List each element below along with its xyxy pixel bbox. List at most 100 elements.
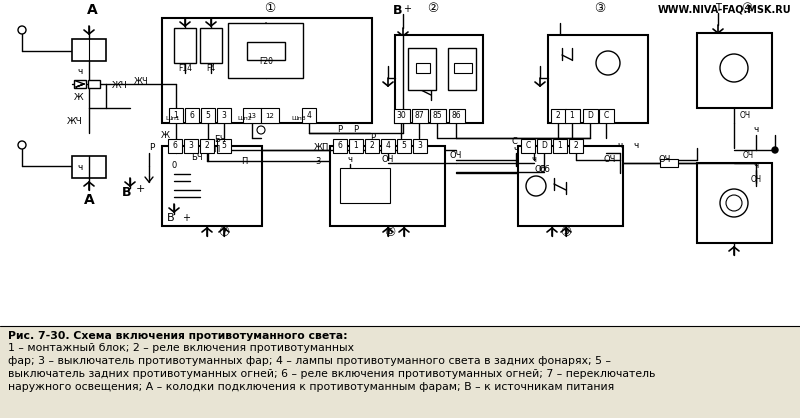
Bar [395, 35, 483, 123]
Text: ОЧ: ОЧ [740, 112, 751, 120]
Text: БЧ: БЧ [214, 135, 226, 145]
Text: ч: ч [634, 142, 638, 150]
Bar [697, 163, 772, 243]
Bar [553, 139, 567, 153]
Bar [381, 139, 395, 153]
Bar [217, 139, 231, 153]
Bar [548, 35, 648, 123]
Text: Ж: Ж [74, 94, 83, 102]
Text: Шп1: Шп1 [165, 115, 180, 120]
Text: F20: F20 [259, 58, 273, 66]
Circle shape [726, 195, 742, 211]
Text: П: П [241, 156, 247, 166]
Bar [333, 139, 347, 153]
Bar [697, 33, 772, 108]
Text: 86: 86 [451, 112, 461, 120]
Text: F4: F4 [206, 64, 216, 73]
Bar [162, 146, 262, 226]
Text: П: П [214, 145, 220, 155]
Text: ⑦: ⑦ [218, 225, 230, 239]
Bar [174, 28, 196, 63]
Text: Шп3: Шп3 [291, 115, 306, 120]
Bar [660, 159, 678, 167]
Text: ОЧ: ОЧ [659, 155, 671, 165]
Bar [551, 109, 566, 123]
Text: ЖЧ: ЖЧ [67, 117, 83, 125]
Text: ЖЧ: ЖЧ [112, 81, 128, 89]
Text: 85: 85 [432, 112, 442, 120]
Text: ④: ④ [742, 2, 753, 15]
Bar [217, 108, 231, 123]
Text: А: А [86, 3, 98, 17]
Text: 4: 4 [386, 142, 390, 150]
Bar [397, 139, 411, 153]
Circle shape [18, 141, 26, 149]
Bar [200, 139, 214, 153]
Bar [243, 108, 261, 123]
Text: Р: Р [370, 133, 375, 143]
Bar [599, 109, 614, 123]
Text: 6: 6 [190, 112, 194, 120]
Text: 5: 5 [222, 142, 226, 150]
Text: 1: 1 [558, 142, 562, 150]
Bar [162, 18, 372, 123]
Text: C: C [526, 142, 530, 150]
Text: +: + [136, 184, 146, 194]
Text: 1: 1 [570, 112, 574, 120]
Text: В: В [167, 213, 174, 223]
Text: В: В [394, 3, 402, 16]
Text: В: В [122, 186, 131, 199]
Circle shape [720, 54, 748, 82]
Text: Ж: Ж [161, 132, 170, 140]
Bar [228, 23, 303, 78]
Text: Рис. 7-30. Схема включения противотуманного света:: Рис. 7-30. Схема включения противотуманн… [8, 331, 348, 341]
Text: 5: 5 [402, 142, 406, 150]
Text: 13: 13 [247, 113, 257, 119]
Text: Р: Р [354, 125, 358, 135]
Text: ЖП: ЖП [314, 143, 330, 151]
Text: +: + [403, 4, 411, 14]
Bar [565, 109, 580, 123]
Text: наружного освещения; А – колодки подключения к противотуманным фарам; В – к исто: наружного освещения; А – колодки подключ… [8, 382, 614, 392]
Bar [0, 326, 800, 418]
Text: 3: 3 [418, 142, 422, 150]
Text: 5: 5 [206, 112, 210, 120]
Circle shape [257, 126, 265, 134]
Bar [185, 108, 199, 123]
Bar [413, 139, 427, 153]
Text: Р: Р [149, 143, 154, 153]
Text: 2: 2 [370, 142, 374, 150]
Text: ②: ② [427, 2, 438, 15]
Text: 0: 0 [172, 161, 178, 171]
Text: 4: 4 [306, 112, 311, 120]
Text: ч: ч [754, 125, 758, 135]
Bar [340, 168, 390, 203]
Bar [394, 109, 410, 123]
Bar [184, 139, 198, 153]
Text: А: А [84, 193, 94, 207]
Bar [518, 146, 623, 226]
Text: Шп2: Шп2 [237, 115, 252, 120]
Text: ч: ч [531, 155, 537, 165]
Text: Об: Об [534, 166, 546, 174]
Text: 6: 6 [173, 142, 178, 150]
Text: ч: ч [78, 66, 83, 76]
Bar [412, 109, 428, 123]
Text: Р: Р [338, 125, 342, 135]
Bar [72, 39, 106, 61]
Bar [569, 139, 583, 153]
Text: ч: ч [347, 155, 353, 165]
Text: WWW.NIVA-FAQ.MSK.RU: WWW.NIVA-FAQ.MSK.RU [658, 5, 792, 15]
Text: выключатель задних противотуманных огней; 6 – реле включения противотуманных огн: выключатель задних противотуманных огней… [8, 369, 655, 379]
Text: ч: ч [754, 161, 758, 171]
Text: 30: 30 [396, 112, 406, 120]
Circle shape [596, 51, 620, 75]
Bar [448, 48, 476, 90]
Text: 2: 2 [205, 142, 210, 150]
Text: 2: 2 [556, 112, 560, 120]
Text: 1: 1 [174, 112, 178, 120]
Text: ①: ① [264, 2, 276, 15]
Bar [201, 108, 215, 123]
Text: 3: 3 [222, 112, 226, 120]
Text: 3: 3 [315, 158, 321, 166]
